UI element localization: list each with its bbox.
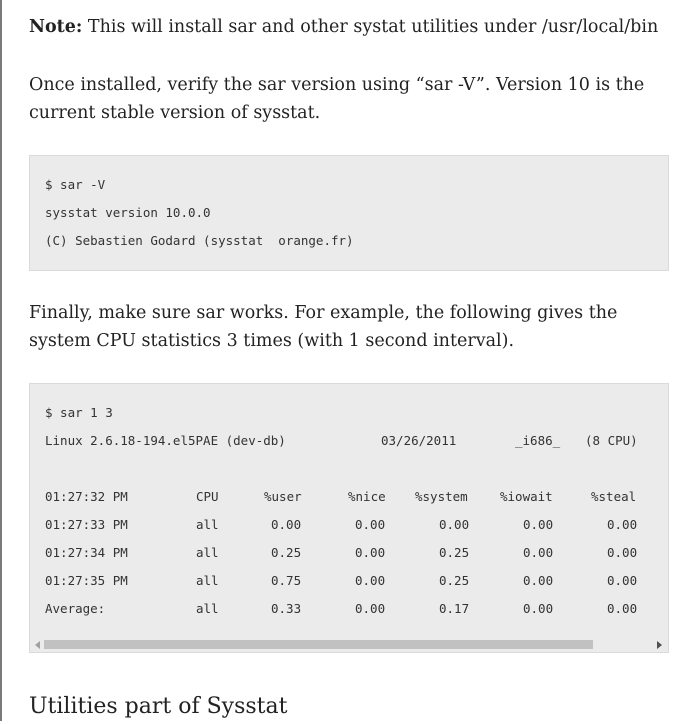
scroll-left-arrow-icon[interactable]	[35, 641, 40, 649]
sar-system-info: Linux 2.6.18-194.el5PAE (dev-db)	[45, 433, 286, 448]
sar-cell-row-time: 01:27:34 PM	[45, 545, 128, 560]
sar-cell-row-steal: 0.00	[607, 545, 638, 560]
sar-cell-row-user: 0.33	[271, 601, 302, 616]
sar-cell-row-system: 0.17	[439, 601, 470, 616]
sar-date: 03/26/2011	[381, 433, 457, 448]
sar-col-iowait: %iowait	[500, 489, 553, 504]
note-paragraph: Note: This will install sar and other sy…	[29, 13, 669, 41]
sar-cell-row-cpu: all	[196, 573, 219, 588]
sar-col-nice: %nice	[348, 489, 386, 504]
horizontal-scrollbar[interactable]	[30, 634, 668, 652]
sar-col-user: %user	[264, 489, 302, 504]
sar-arch: _i686_	[515, 433, 561, 448]
sar-output-code-block[interactable]: $ sar 1 3 Linux 2.6.18-194.el5PAE (dev-d…	[29, 383, 669, 653]
sar-cell-row-user: 0.75	[271, 573, 302, 588]
sar-cell-row-iowait: 0.00	[523, 601, 554, 616]
sar-col-system: %system	[415, 489, 468, 504]
code-line: (C) Sebastien Godard (sysstat orange.fr)	[45, 233, 354, 248]
sar-cell-row-time: Average:	[45, 601, 106, 616]
sar-cell-row-cpu: all	[196, 545, 219, 560]
note-label: Note:	[29, 17, 83, 37]
sar-cell-row-nice: 0.00	[355, 517, 386, 532]
sar-cell-row-system: 0.25	[439, 573, 470, 588]
section-heading: Utilities part of Sysstat	[29, 694, 288, 719]
sar-cell-row-time: 01:27:35 PM	[45, 573, 128, 588]
sar-cell-row-cpu: all	[196, 601, 219, 616]
code-line: sysstat version 10.0.0	[45, 205, 211, 220]
sar-cell-row-system: 0.25	[439, 545, 470, 560]
sar-cell-row-steal: 0.00	[607, 517, 638, 532]
sar-col-steal: %steal	[591, 489, 637, 504]
sar-cell-row-steal: 0.00	[607, 573, 638, 588]
sar-cell-row-iowait: 0.00	[523, 517, 554, 532]
sar-cell-row-steal: 0.00	[607, 601, 638, 616]
sar-cell-row-user: 0.25	[271, 545, 302, 560]
note-text: This will install sar and other systat u…	[82, 17, 659, 37]
sar-cell-row-nice: 0.00	[355, 545, 386, 560]
sar-cell-row-system: 0.00	[439, 517, 470, 532]
works-paragraph: Finally, make sure sar works. For exampl…	[29, 303, 618, 351]
scroll-right-arrow-icon[interactable]	[657, 641, 662, 649]
scrollbar-thumb[interactable]	[44, 640, 593, 649]
sar-cell-row-iowait: 0.00	[523, 573, 554, 588]
left-border-rule	[0, 0, 2, 721]
sar-cell-row-cpu: all	[196, 517, 219, 532]
sar-col-cpu: CPU	[196, 489, 219, 504]
sar-cell-row-time: 01:27:33 PM	[45, 517, 128, 532]
version-code-block: $ sar -V sysstat version 10.0.0 (C) Seba…	[29, 155, 669, 271]
sar-cell-row-user: 0.00	[271, 517, 302, 532]
sar-command-line: $ sar 1 3	[45, 405, 113, 420]
sar-cell-row-iowait: 0.00	[523, 545, 554, 560]
sar-cpu-count: (8 CPU)	[585, 433, 638, 448]
verify-paragraph: Once installed, verify the sar version u…	[29, 75, 645, 123]
sar-cell-row-nice: 0.00	[355, 601, 386, 616]
code-line: $ sar -V	[45, 177, 106, 192]
sar-cell-row-nice: 0.00	[355, 573, 386, 588]
sar-header-time: 01:27:32 PM	[45, 489, 128, 504]
